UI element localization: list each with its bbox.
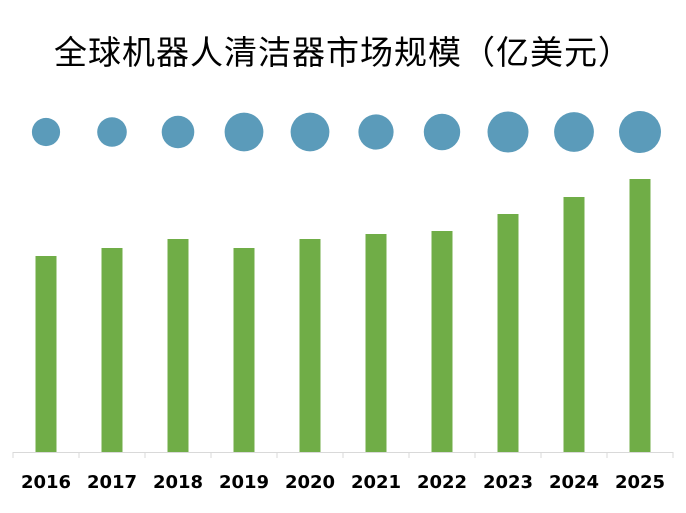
bar-2023 bbox=[497, 214, 519, 452]
x-tick-label-2025: 2025 bbox=[615, 472, 665, 493]
bar-2020 bbox=[299, 239, 321, 452]
bar-2025 bbox=[629, 179, 651, 452]
bubble-2023 bbox=[487, 111, 529, 153]
x-tick-label-2019: 2019 bbox=[219, 472, 269, 493]
bar-2018 bbox=[167, 239, 189, 452]
bar-2022 bbox=[431, 231, 453, 452]
bar-2024 bbox=[563, 197, 585, 452]
bubble-2025 bbox=[619, 111, 661, 153]
x-axis: 2016 2017 2018 2019 2020 2021 2022 2023 2024 2025 bbox=[12, 452, 674, 493]
x-tick-label-2016: 2016 bbox=[21, 472, 71, 493]
bar-2021 bbox=[365, 234, 387, 452]
bubble-2017 bbox=[97, 117, 127, 147]
x-tick-label-2023: 2023 bbox=[483, 472, 533, 493]
x-tick-label-2020: 2020 bbox=[285, 472, 335, 493]
bubbles-layer bbox=[31, 111, 661, 153]
bubble-2021 bbox=[358, 114, 394, 150]
bubble-2019 bbox=[224, 112, 264, 152]
bubble-2022 bbox=[423, 113, 461, 151]
bar-2019 bbox=[233, 248, 255, 452]
bubble-2016 bbox=[31, 117, 61, 147]
x-tick-label-2018: 2018 bbox=[153, 472, 203, 493]
x-tick-label-2022: 2022 bbox=[417, 472, 467, 493]
bars-layer bbox=[35, 179, 651, 452]
bubble-2024 bbox=[554, 112, 594, 152]
x-tick-label-2021: 2021 bbox=[351, 472, 401, 493]
x-tick-label-2024: 2024 bbox=[549, 472, 599, 493]
x-tick-label-2017: 2017 bbox=[87, 472, 137, 493]
bar-2016 bbox=[35, 256, 57, 452]
bubble-2020 bbox=[290, 112, 330, 152]
chart-title: 全球机器人清洁器市场规模（亿美元） bbox=[54, 33, 632, 72]
bubble-2018 bbox=[161, 115, 195, 149]
bar-2017 bbox=[101, 248, 123, 452]
